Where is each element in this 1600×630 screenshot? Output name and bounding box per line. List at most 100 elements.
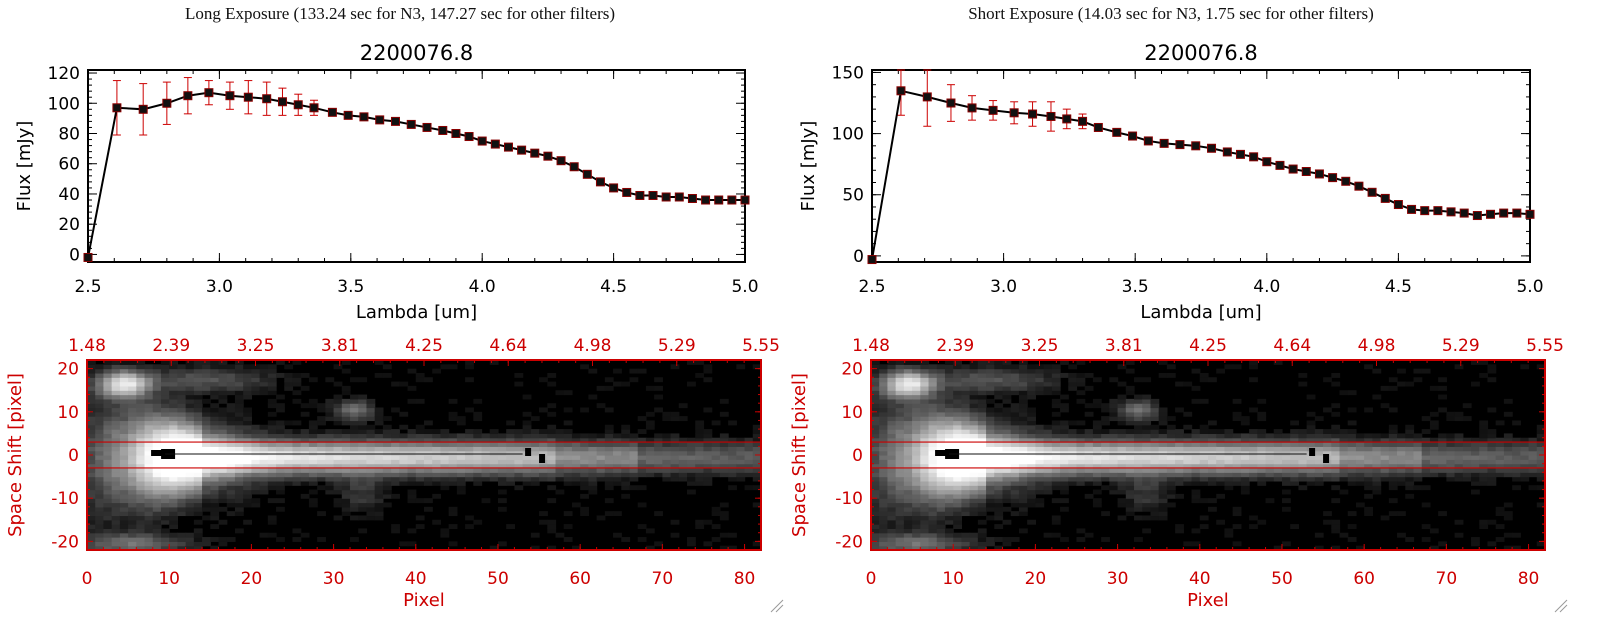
image-pixel bbox=[251, 377, 261, 383]
image-pixel bbox=[1068, 437, 1078, 443]
image-pixel bbox=[687, 446, 696, 452]
image-pixel bbox=[1002, 455, 1012, 460]
image-pixel bbox=[111, 541, 121, 547]
image-pixel bbox=[961, 385, 971, 391]
image-pixel bbox=[292, 463, 302, 469]
image-pixel bbox=[678, 403, 688, 409]
image-pixel bbox=[1257, 416, 1267, 422]
image-pixel bbox=[1092, 442, 1102, 447]
image-pixel bbox=[1076, 446, 1086, 452]
image-pixel bbox=[711, 437, 721, 443]
data-point bbox=[112, 103, 122, 113]
image-pixel bbox=[276, 442, 285, 447]
image-pixel bbox=[1216, 450, 1226, 456]
image-pixel bbox=[1043, 442, 1053, 447]
image-pixel bbox=[160, 515, 170, 521]
image-pixel bbox=[1191, 429, 1201, 435]
image-pixel bbox=[1175, 463, 1184, 469]
image-pixel bbox=[637, 485, 647, 491]
image-pixel bbox=[103, 411, 113, 417]
image-pixel bbox=[374, 476, 384, 482]
image-pixel bbox=[879, 377, 889, 383]
image-pixel bbox=[1117, 364, 1127, 370]
image-pixel bbox=[1405, 433, 1415, 439]
image-pixel bbox=[539, 433, 548, 439]
image-pixel bbox=[1273, 446, 1283, 452]
image-pixel bbox=[903, 420, 913, 426]
image-pixel bbox=[1446, 437, 1456, 443]
data-point bbox=[1301, 167, 1311, 177]
image-pixel bbox=[333, 480, 343, 486]
image-pixel bbox=[944, 416, 954, 422]
image-pixel bbox=[563, 472, 573, 478]
image-pixel bbox=[144, 485, 154, 491]
image-pixel bbox=[953, 506, 963, 512]
image-pixel bbox=[871, 446, 880, 452]
image-pixel bbox=[284, 463, 294, 469]
image-pixel bbox=[234, 420, 244, 426]
image-pixel bbox=[292, 390, 302, 396]
data-point bbox=[1262, 157, 1272, 167]
image-pixel bbox=[887, 459, 897, 465]
image-pixel bbox=[284, 450, 294, 456]
image-pixel bbox=[193, 472, 203, 478]
image-pixel bbox=[944, 429, 954, 435]
image-pixel bbox=[1150, 463, 1160, 469]
image-pixel bbox=[969, 545, 979, 551]
image-pixel bbox=[267, 463, 277, 469]
image-pixel bbox=[160, 493, 170, 499]
image-pixel bbox=[1495, 467, 1505, 473]
image-pixel bbox=[234, 450, 244, 456]
image-pixel bbox=[160, 364, 170, 370]
image-pixel bbox=[719, 433, 729, 439]
image-pixel bbox=[1142, 455, 1152, 460]
image-pixel bbox=[111, 502, 121, 508]
image-pixel bbox=[703, 446, 713, 452]
image-pixel bbox=[415, 398, 425, 404]
image-pixel bbox=[1372, 463, 1382, 469]
image-pixel bbox=[160, 407, 170, 413]
image-pixel bbox=[1249, 467, 1258, 473]
image-pixel bbox=[1109, 377, 1119, 383]
x-tick-label: 10 bbox=[942, 569, 964, 589]
image-pixel bbox=[1125, 360, 1135, 365]
image-pixel bbox=[580, 446, 589, 452]
image-pixel bbox=[415, 472, 425, 478]
image-pixel bbox=[341, 450, 351, 456]
image-pixel bbox=[1166, 433, 1176, 439]
image-pixel bbox=[986, 480, 995, 486]
image-pixel bbox=[136, 437, 146, 443]
image-pixel bbox=[226, 390, 236, 396]
image-pixel bbox=[152, 489, 162, 495]
image-pixel bbox=[695, 524, 705, 530]
image-pixel bbox=[928, 467, 938, 473]
x-tick-label: 70 bbox=[1436, 569, 1458, 589]
image-pixel bbox=[703, 476, 713, 482]
image-pixel bbox=[1438, 511, 1447, 517]
image-pixel bbox=[1010, 489, 1020, 495]
dead-pixel bbox=[1323, 454, 1330, 463]
image-pixel bbox=[711, 506, 721, 512]
image-pixel bbox=[448, 455, 458, 460]
image-pixel bbox=[202, 416, 211, 422]
image-pixel bbox=[547, 450, 557, 456]
image-pixel bbox=[350, 537, 359, 542]
image-pixel bbox=[752, 429, 762, 435]
image-pixel bbox=[144, 390, 154, 396]
image-pixel bbox=[1010, 511, 1020, 517]
x-tick-label: 80 bbox=[1518, 569, 1540, 589]
image-pixel bbox=[887, 528, 897, 534]
image-pixel bbox=[887, 480, 897, 486]
image-pixel bbox=[276, 537, 285, 542]
image-pixel bbox=[95, 407, 105, 413]
image-pixel bbox=[87, 498, 96, 504]
image-pixel bbox=[1495, 459, 1505, 465]
image-pixel bbox=[1405, 424, 1415, 430]
image-pixel bbox=[1134, 463, 1143, 469]
image-pixel bbox=[391, 407, 400, 413]
image-pixel bbox=[555, 429, 565, 435]
image-pixel bbox=[1175, 459, 1184, 465]
image-pixel bbox=[555, 459, 565, 465]
image-pixel bbox=[350, 472, 359, 478]
image-pixel bbox=[103, 532, 113, 538]
